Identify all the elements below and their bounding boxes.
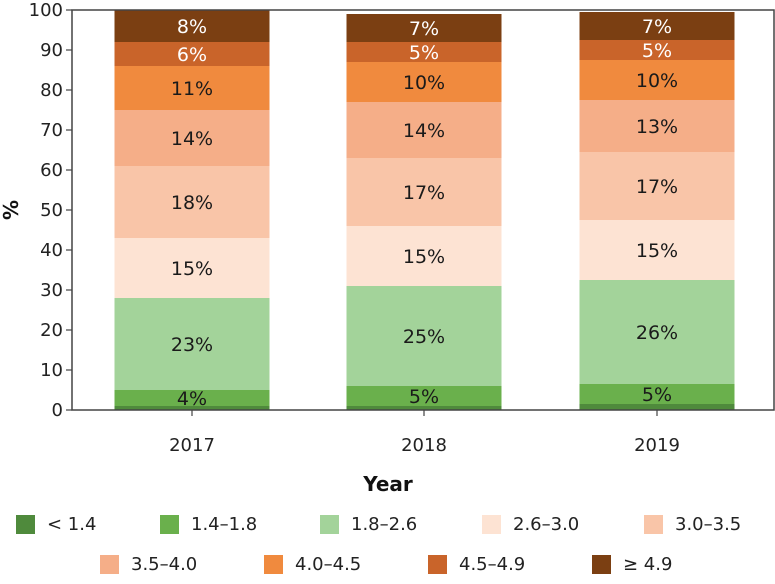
data-label: 14%: [403, 120, 445, 142]
bar-segment: [346, 286, 502, 386]
legend-item: 2.6–3.0: [482, 514, 579, 535]
bar-segment: [114, 406, 270, 410]
bar-segment: [579, 280, 735, 384]
data-label: 8%: [177, 16, 207, 38]
data-label: 18%: [171, 192, 213, 214]
data-label: 15%: [171, 258, 213, 280]
data-label: 10%: [403, 72, 445, 94]
data-label: 4%: [177, 388, 207, 410]
data-label: 7%: [409, 18, 439, 40]
y-tick-label: 100: [29, 0, 63, 21]
bar-segment: [114, 390, 270, 406]
legend: < 1.4 1.4–1.8 1.8–2.6 2.6–3.0 3.0–3.5 3.5–4.0…: [0, 512, 775, 584]
bar-segment: [346, 62, 502, 102]
bar-segment: [346, 42, 502, 62]
bar-segment: [114, 298, 270, 390]
legend-swatch: [428, 555, 447, 574]
y-tick-label: 70: [40, 120, 63, 141]
legend-item: 4.0–4.5: [264, 554, 361, 575]
bar-segment: [346, 102, 502, 158]
y-tick-label: 10: [40, 360, 63, 381]
legend-item: 1.4–1.8: [160, 514, 257, 535]
data-label: 26%: [636, 322, 678, 344]
data-label: 7%: [642, 16, 672, 38]
data-label: 25%: [403, 326, 445, 348]
y-axis-label: %: [0, 200, 23, 220]
x-tick-label: 2019: [634, 435, 680, 456]
bar-segment: [346, 386, 502, 406]
bar-segment: [579, 220, 735, 280]
y-tick-label: 30: [40, 280, 63, 301]
legend-swatch: [100, 555, 119, 574]
bar-segment: [579, 60, 735, 100]
y-tick-label: 80: [40, 80, 63, 101]
legend-item: 4.5–4.9: [428, 554, 525, 575]
legend-item: ≥ 4.9: [592, 554, 672, 575]
data-label: 14%: [171, 128, 213, 150]
y-tick-label: 90: [40, 40, 63, 61]
bar-segment: [346, 406, 502, 410]
data-label: 17%: [636, 176, 678, 198]
bar-segment: [579, 384, 735, 404]
legend-item: 3.5–4.0: [100, 554, 197, 575]
bar-segment: [114, 166, 270, 238]
data-label: 5%: [642, 40, 672, 62]
legend-label: 1.8–2.6: [351, 514, 418, 535]
bar-segment: [579, 12, 735, 40]
bar-segment: [579, 100, 735, 152]
bar-segment: [114, 66, 270, 110]
data-label: 6%: [177, 44, 207, 66]
x-tick-label: 2017: [169, 435, 215, 456]
legend-label: 2.6–3.0: [513, 514, 580, 535]
legend-item: 3.0–3.5: [644, 514, 741, 535]
legend-swatch: [644, 515, 663, 534]
bar-segment: [346, 14, 502, 42]
legend-label: 3.5–4.0: [131, 554, 198, 575]
legend-item: 1.8–2.6: [320, 514, 417, 535]
legend-swatch: [592, 555, 611, 574]
legend-label: ≥ 4.9: [623, 554, 673, 575]
bar-segment: [114, 10, 270, 42]
legend-label: < 1.4: [47, 514, 97, 535]
data-label: 23%: [171, 334, 213, 356]
legend-label: 1.4–1.8: [191, 514, 258, 535]
data-label: 15%: [636, 240, 678, 262]
legend-swatch: [482, 515, 501, 534]
bar-segment: [346, 226, 502, 286]
stacked-bar-chart: % Year 4% 23% 15% 18% 14% 11% 6% 8% 2017 5% 25% 15%…: [0, 0, 775, 496]
legend-label: 4.0–4.5: [295, 554, 362, 575]
legend-swatch: [320, 515, 339, 534]
data-label: 15%: [403, 246, 445, 268]
data-label: 10%: [636, 70, 678, 92]
data-label: 11%: [171, 78, 213, 100]
data-label: 5%: [409, 42, 439, 64]
plot-area: 4% 23% 15% 18% 14% 11% 6% 8% 2017 5% 25% 15% 17% 14% 1…: [29, 0, 775, 456]
y-tick-label: 60: [40, 160, 63, 181]
data-label: 13%: [636, 116, 678, 138]
bar-segment: [579, 152, 735, 220]
y-tick-label: 50: [40, 200, 63, 221]
legend-item: < 1.4: [16, 514, 96, 535]
y-tick-label: 0: [52, 400, 63, 421]
bar-segment: [114, 110, 270, 166]
bar-segment: [579, 40, 735, 60]
bar-segment: [346, 158, 502, 226]
bar-segment: [579, 404, 735, 410]
x-tick-label: 2018: [401, 435, 447, 456]
x-axis-label: Year: [362, 472, 413, 496]
legend-label: 3.0–3.5: [675, 514, 742, 535]
legend-swatch: [264, 555, 283, 574]
y-tick-label: 40: [40, 240, 63, 261]
bar-segment: [114, 238, 270, 298]
legend-swatch: [16, 515, 35, 534]
data-label: 5%: [642, 384, 672, 406]
legend-swatch: [160, 515, 179, 534]
data-label: 17%: [403, 182, 445, 204]
legend-label: 4.5–4.9: [459, 554, 526, 575]
y-tick-label: 20: [40, 320, 63, 341]
data-label: 5%: [409, 386, 439, 408]
bar-segment: [114, 42, 270, 66]
